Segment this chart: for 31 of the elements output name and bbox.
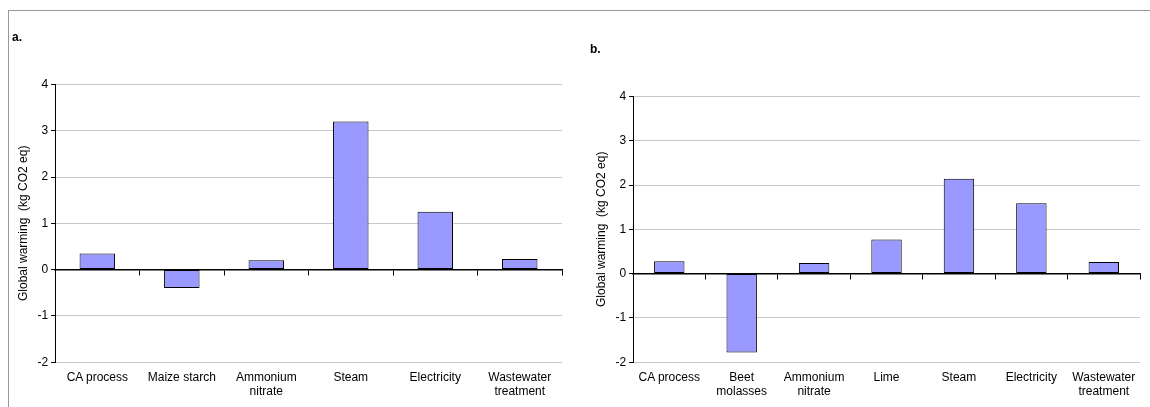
x-tick-label: CA process bbox=[66, 369, 128, 384]
x-tick-label: Ammonium nitrate bbox=[235, 369, 297, 399]
x-tick-label: Beet molasses bbox=[716, 369, 768, 399]
x-tick-label: Steam bbox=[941, 369, 977, 384]
x-tick-label: CA process bbox=[638, 369, 700, 384]
y-tick-label: -2 bbox=[37, 354, 49, 369]
y-tick-label: 1 bbox=[619, 221, 627, 236]
chart-title: a. bbox=[12, 29, 23, 44]
y-tick-label: 2 bbox=[41, 169, 49, 184]
y-tick-label: -1 bbox=[37, 308, 49, 323]
y-tick-label: 4 bbox=[619, 88, 627, 103]
y-tick-label: 2 bbox=[619, 177, 627, 192]
x-tick-label: Maize starch bbox=[147, 369, 216, 384]
chart-title: b. bbox=[590, 41, 601, 56]
y-axis-title: Global warming (kg CO2 eq) bbox=[593, 151, 608, 307]
y-tick-label: -1 bbox=[615, 310, 627, 325]
y-tick-label: 3 bbox=[41, 123, 49, 138]
x-tick-label: Wastewater treatment bbox=[1072, 369, 1136, 399]
x-tick-label: Electricity bbox=[1005, 369, 1058, 384]
x-tick-label: Ammonium nitrate bbox=[783, 369, 845, 399]
y-axis-title: Global warming (kg CO2 eq) bbox=[15, 145, 30, 301]
x-tick-label: Wastewater treatment bbox=[488, 369, 552, 399]
x-tick-label: Steam bbox=[333, 369, 369, 384]
x-tick-label: Electricity bbox=[409, 369, 461, 384]
y-tick-label: 0 bbox=[41, 261, 49, 276]
y-tick-label: 0 bbox=[619, 265, 627, 280]
y-tick-label: 1 bbox=[41, 215, 49, 230]
y-tick-label: -2 bbox=[615, 354, 627, 369]
y-tick-label: 3 bbox=[619, 133, 627, 148]
y-tick-label: 4 bbox=[41, 76, 49, 91]
x-tick-label: Lime bbox=[873, 369, 900, 384]
